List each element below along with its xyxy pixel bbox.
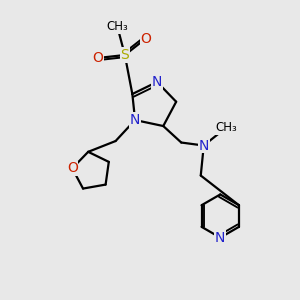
Text: CH₃: CH₃ [215, 121, 237, 134]
Text: CH₃: CH₃ [106, 20, 128, 33]
Text: O: O [140, 32, 151, 46]
Text: O: O [92, 51, 103, 65]
Text: S: S [121, 48, 129, 62]
Text: N: N [199, 139, 209, 152]
Text: N: N [215, 231, 225, 244]
Text: O: O [67, 161, 78, 175]
Text: N: N [152, 75, 162, 89]
Text: N: N [130, 113, 140, 127]
